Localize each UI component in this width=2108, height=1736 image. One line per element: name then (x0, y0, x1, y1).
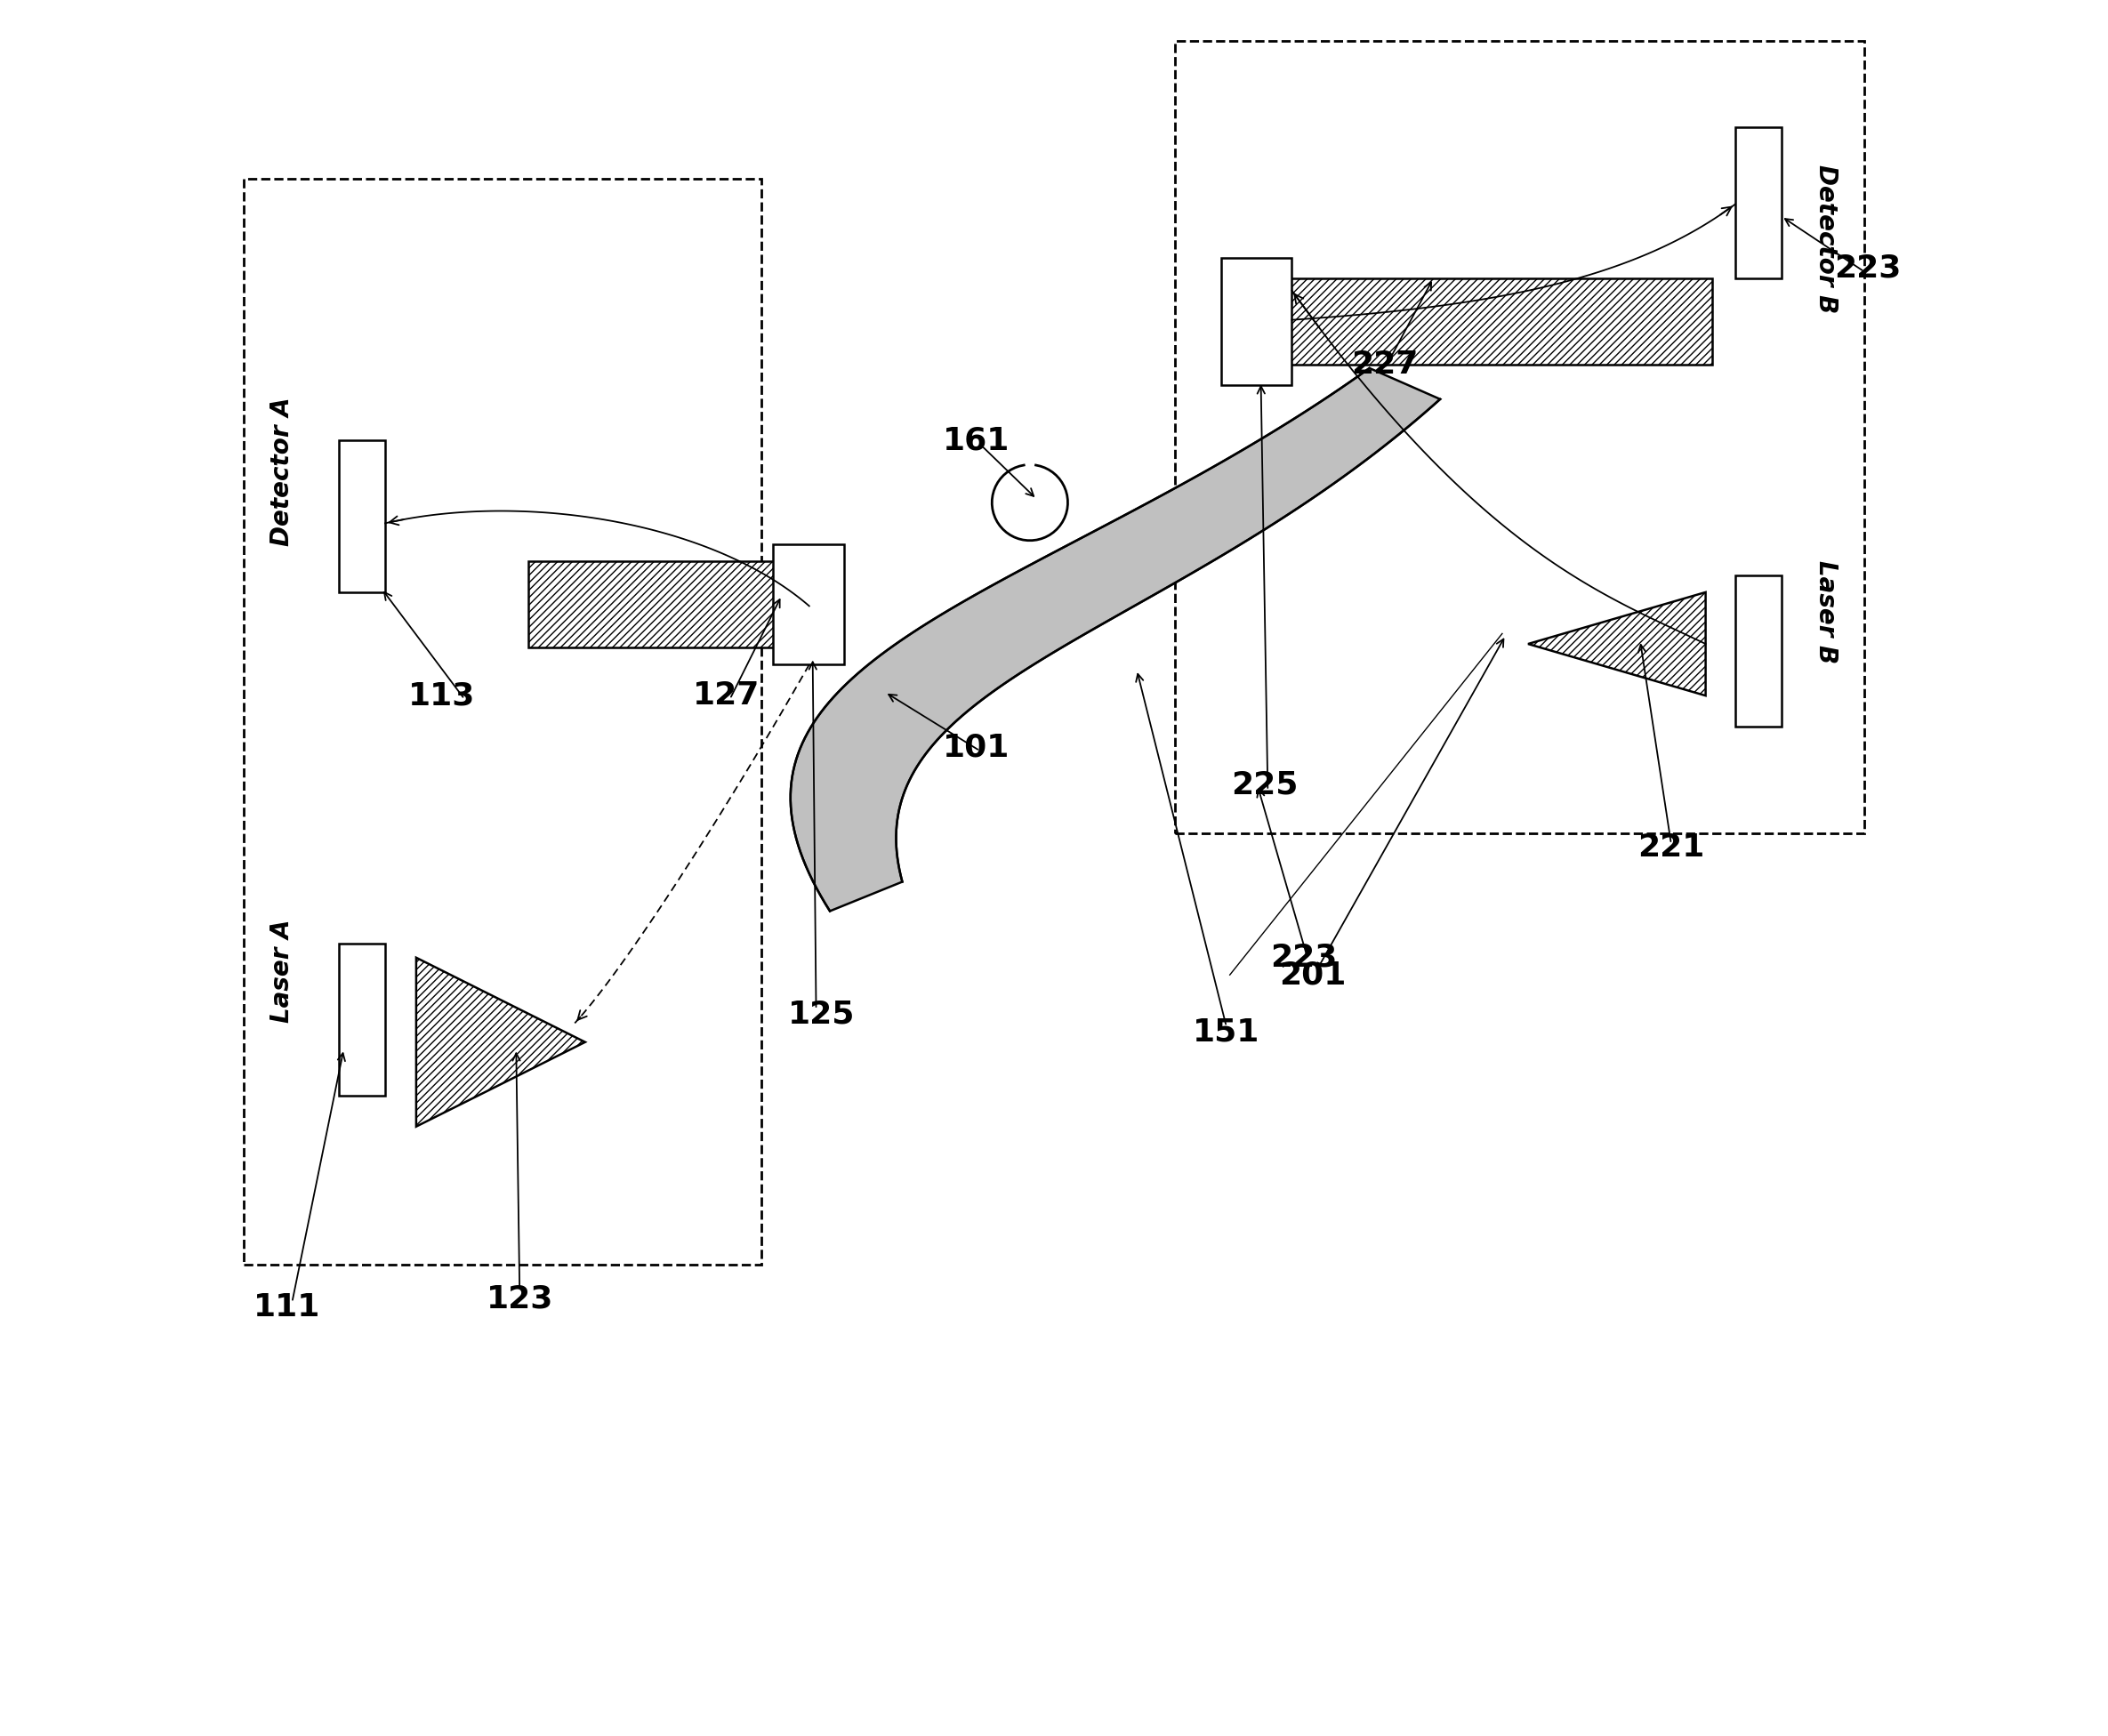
Text: Laser A: Laser A (270, 920, 295, 1023)
Text: 225: 225 (1231, 771, 1299, 800)
Text: 221: 221 (1638, 832, 1705, 863)
Text: 151: 151 (1193, 1017, 1261, 1047)
Text: 223: 223 (1834, 253, 1901, 283)
Text: 111: 111 (253, 1292, 320, 1323)
Polygon shape (774, 543, 843, 665)
Text: 123: 123 (487, 1285, 552, 1314)
Text: Detector A: Detector A (270, 398, 295, 547)
Polygon shape (415, 958, 586, 1127)
Polygon shape (339, 441, 386, 592)
Polygon shape (339, 944, 386, 1095)
Polygon shape (790, 368, 1440, 911)
Text: 127: 127 (694, 681, 761, 710)
Text: 101: 101 (942, 733, 1010, 762)
Polygon shape (1735, 575, 1781, 727)
Text: 201: 201 (1280, 960, 1347, 990)
Text: Detector B: Detector B (1813, 165, 1838, 312)
Polygon shape (529, 561, 778, 648)
Polygon shape (1735, 127, 1781, 278)
Polygon shape (1286, 278, 1712, 365)
Text: 113: 113 (409, 681, 476, 710)
Text: Laser B: Laser B (1813, 561, 1838, 663)
Text: 227: 227 (1351, 349, 1419, 380)
Polygon shape (1528, 592, 1705, 696)
Text: 125: 125 (788, 1000, 856, 1029)
Text: 161: 161 (942, 425, 1010, 455)
Polygon shape (1221, 259, 1292, 385)
Text: 223: 223 (1271, 943, 1336, 972)
